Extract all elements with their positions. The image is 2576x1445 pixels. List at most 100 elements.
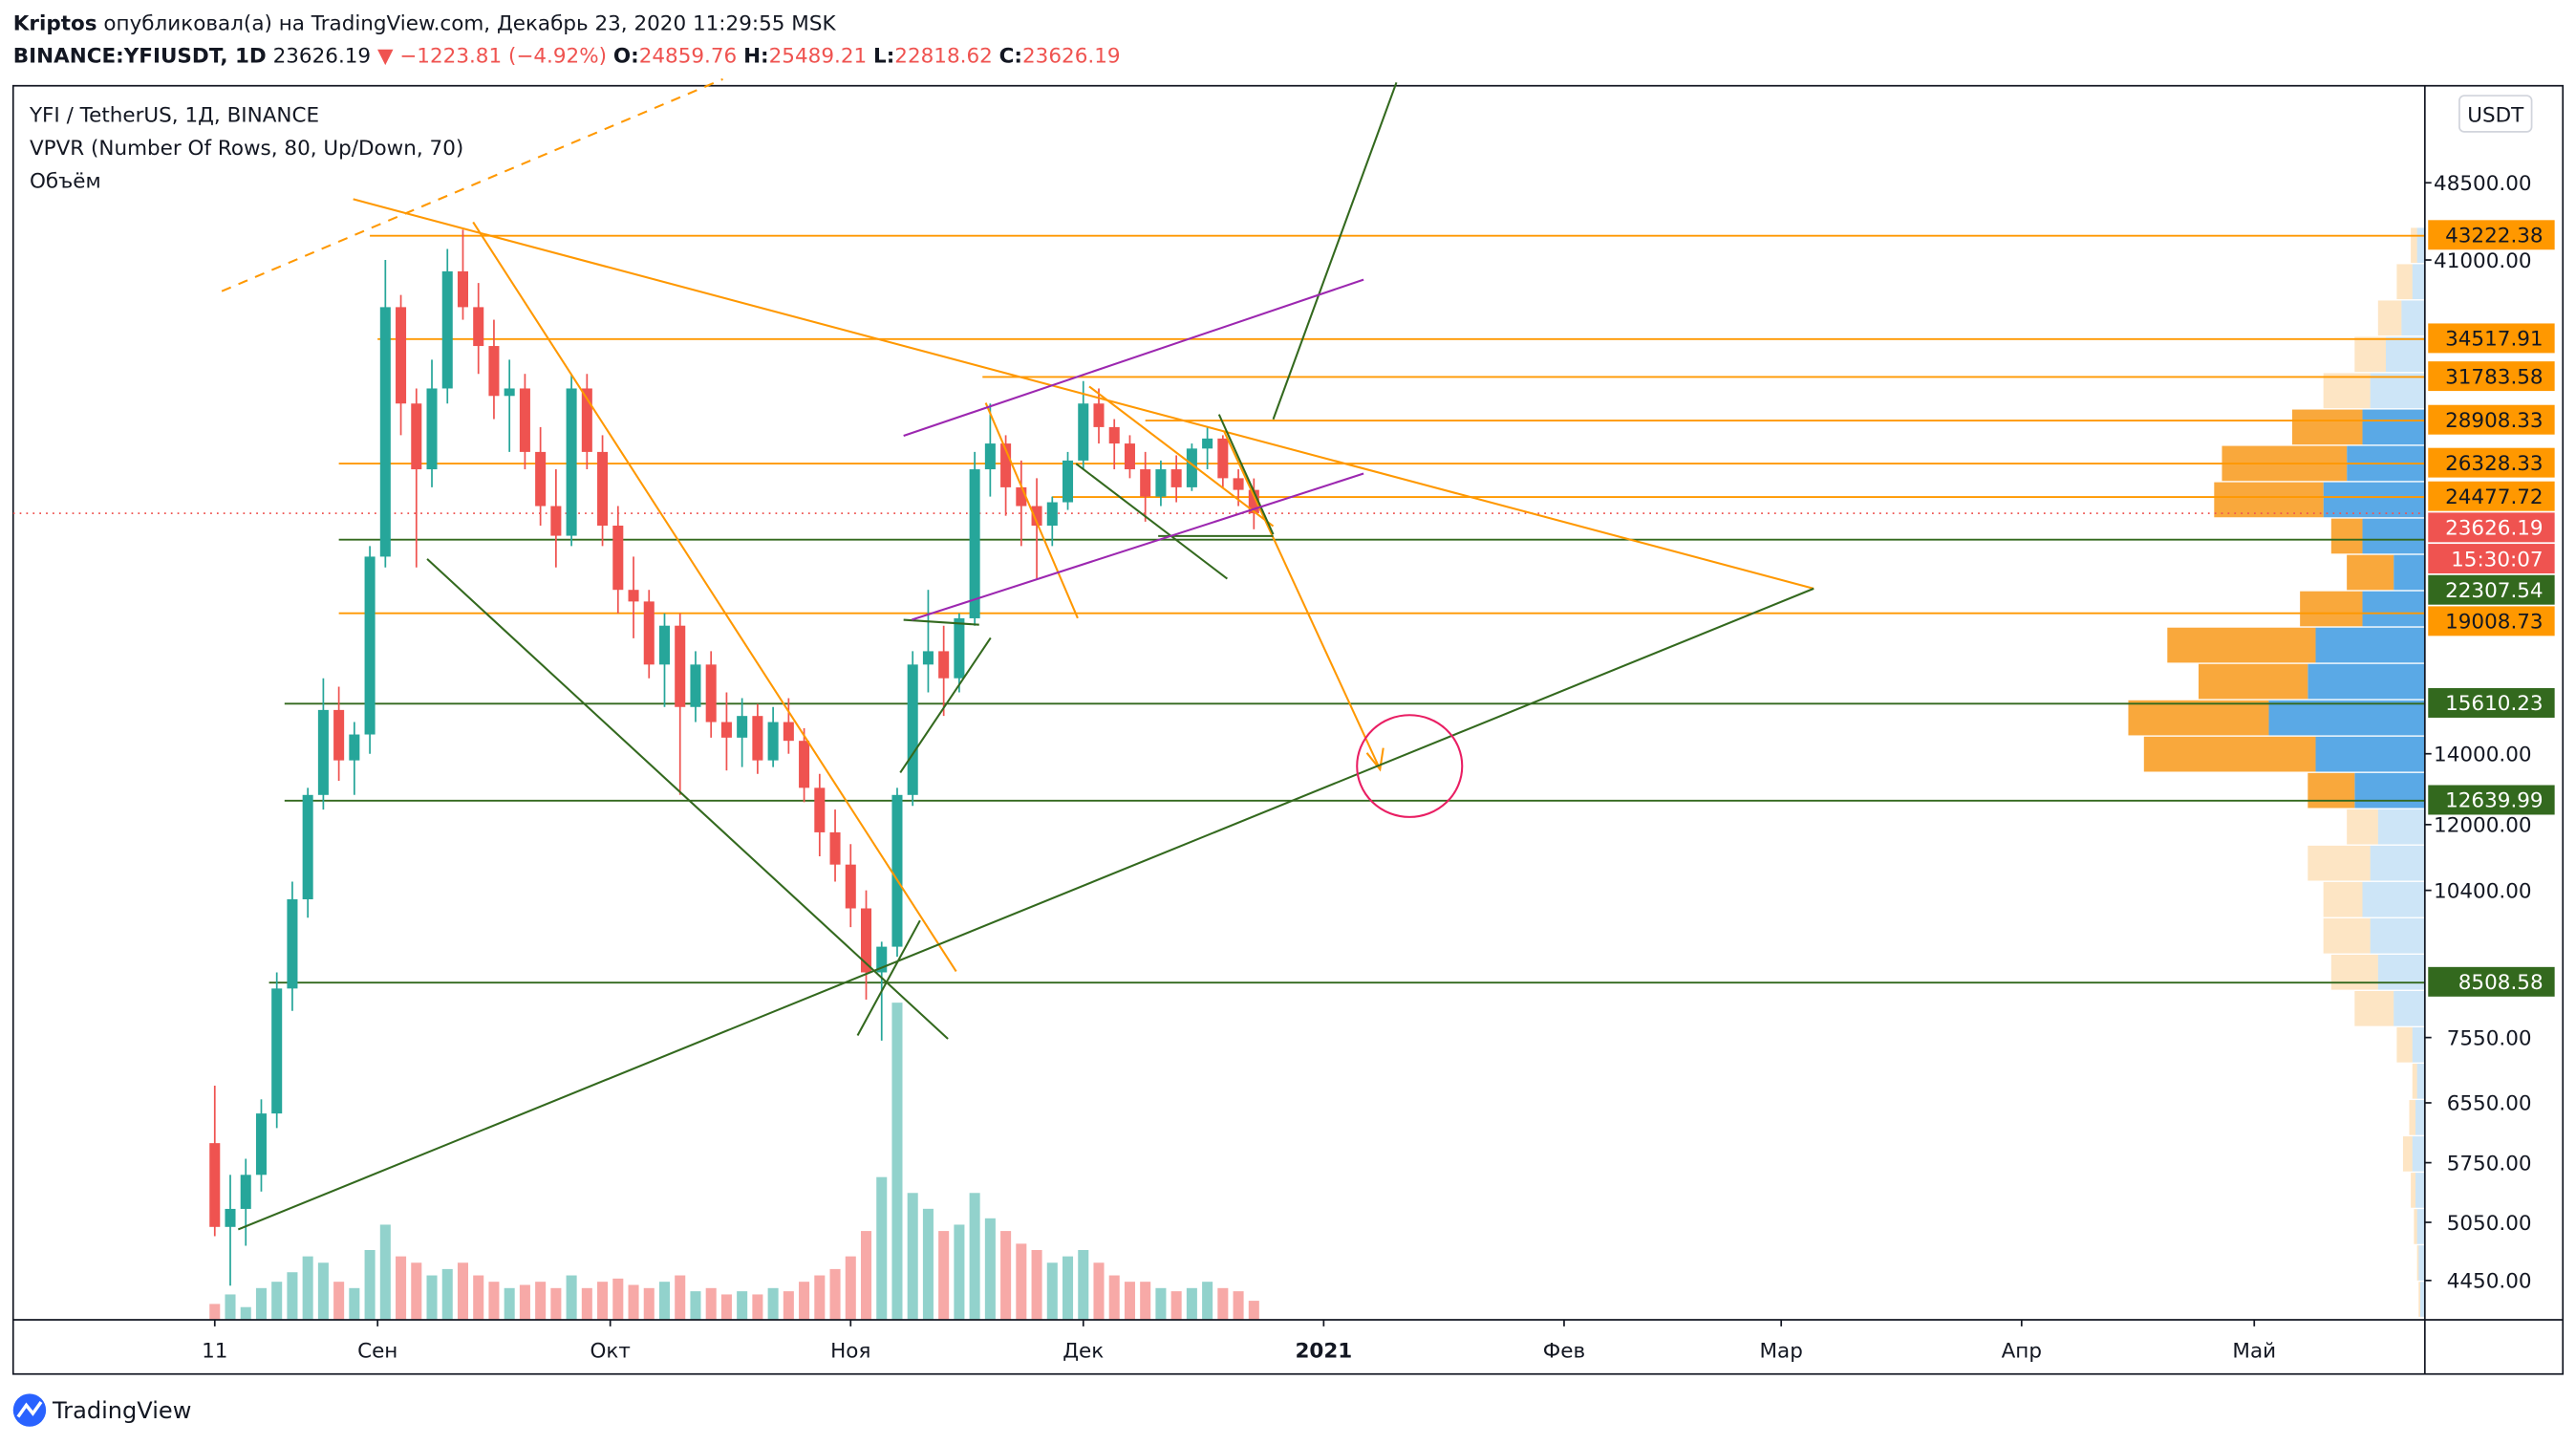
candle-body [1031, 506, 1042, 527]
target-circle [1356, 714, 1464, 818]
vpvr-up [2370, 917, 2425, 954]
vpvr-down [2308, 772, 2355, 809]
vpvr-up [2416, 227, 2425, 264]
vpvr-up [2394, 990, 2425, 1026]
vpvr-up [2362, 881, 2425, 917]
candle-body [658, 625, 671, 665]
x-tick-label: Ноя [830, 1340, 870, 1364]
volume-bar [411, 1262, 422, 1320]
candle-body [1186, 448, 1197, 487]
volume-bar [519, 1284, 530, 1320]
candle-body [488, 346, 500, 397]
vpvr-down [2330, 518, 2363, 554]
volume-bar [737, 1291, 748, 1320]
vpvr-up [2323, 482, 2425, 518]
candle-body [1124, 443, 1135, 470]
volume-bar [612, 1278, 624, 1320]
trend-line [353, 198, 1814, 590]
vpvr-up [2362, 591, 2425, 627]
volume-bar [271, 1282, 283, 1320]
vpvr-up [2419, 1282, 2425, 1317]
candle-body [1248, 489, 1259, 514]
vpvr-up [2315, 736, 2425, 772]
tradingview-logo [12, 1393, 47, 1427]
volume-bar [799, 1282, 810, 1320]
price-label: 12639.99 [2445, 789, 2544, 813]
vpvr-down [2198, 663, 2308, 700]
volume-bar [767, 1287, 779, 1320]
trend-line [1217, 414, 1275, 535]
volume-bar [922, 1208, 934, 1320]
volume-bar [1155, 1287, 1167, 1320]
candle-body [690, 664, 701, 707]
high-value: 25489.21 [769, 45, 868, 69]
candle-body [271, 988, 283, 1114]
volume-bar [938, 1231, 950, 1320]
volume-bar [845, 1256, 856, 1320]
x-tick-label: Дек [1063, 1340, 1104, 1364]
vpvr-down [2414, 1209, 2417, 1244]
volume-bar [457, 1262, 468, 1320]
price-label: 19008.73 [2445, 611, 2544, 635]
candle-body [876, 946, 888, 973]
volume-bar [488, 1282, 500, 1320]
candle-body [411, 403, 422, 470]
y-tick-label: 41000.00 [2434, 249, 2532, 273]
candle-body [799, 741, 810, 788]
trend-line [426, 558, 949, 1040]
candle-body [829, 831, 841, 865]
candle-body [954, 617, 965, 679]
vpvr-down [2214, 482, 2324, 518]
volume-bar [504, 1287, 515, 1320]
volume-bar [814, 1275, 826, 1320]
candle-body [1202, 438, 1213, 449]
price-label: 26328.33 [2445, 452, 2544, 476]
volume-bar [954, 1224, 965, 1320]
candle-body [255, 1113, 267, 1175]
volume-bar [550, 1287, 562, 1320]
x-tick-label: Сен [357, 1340, 397, 1364]
vpvr-up [2362, 409, 2425, 445]
volume-bar [1140, 1282, 1151, 1320]
candle-body [969, 469, 980, 618]
publish-line: Kriptos опубликовал(а) на TradingView.co… [13, 11, 837, 35]
currency-label[interactable]: USDT [2467, 104, 2524, 128]
open-value: 24859.76 [639, 45, 738, 69]
volume-bar [1202, 1282, 1213, 1320]
price-label-box [2428, 404, 2555, 435]
vpvr-up [2416, 1209, 2425, 1244]
candle-body [720, 722, 732, 738]
candle-body [504, 388, 515, 397]
volume-bar [690, 1291, 701, 1320]
candle-body [737, 716, 748, 738]
vpvr-up [2415, 1100, 2425, 1135]
volume-bar [473, 1275, 484, 1320]
currency-button[interactable] [2458, 95, 2533, 133]
price-label-box [2428, 606, 2555, 636]
plot-area [12, 227, 2425, 1320]
vpvr-up [2315, 627, 2425, 663]
trend-line [221, 77, 723, 292]
volume-bar [1016, 1243, 1027, 1320]
volume-bar [1000, 1231, 1012, 1320]
candle-body [675, 625, 686, 707]
vpvr-up [2412, 264, 2425, 300]
author: Kriptos [13, 11, 97, 35]
candle-body [1108, 426, 1120, 444]
vpvr-down [2323, 881, 2363, 917]
x-tick-label: Мар [1760, 1340, 1803, 1364]
volume-bar [209, 1304, 221, 1320]
vpvr-up [2308, 663, 2425, 700]
volume-bar [379, 1224, 391, 1320]
chart-title: YFI / TetherUS, 1Д, BINANCE [29, 104, 319, 128]
trend-line [237, 587, 1814, 1231]
close-label: C: [999, 45, 1022, 69]
y-tick-label: 5750.00 [2447, 1152, 2532, 1175]
volume-bar [1093, 1262, 1105, 1320]
vpvr-up [2377, 954, 2425, 990]
candle-body [364, 556, 376, 735]
price-label-box [2428, 574, 2555, 605]
volume-bar [535, 1282, 547, 1320]
vpvr-down [2411, 227, 2417, 264]
candle-body [643, 601, 655, 665]
